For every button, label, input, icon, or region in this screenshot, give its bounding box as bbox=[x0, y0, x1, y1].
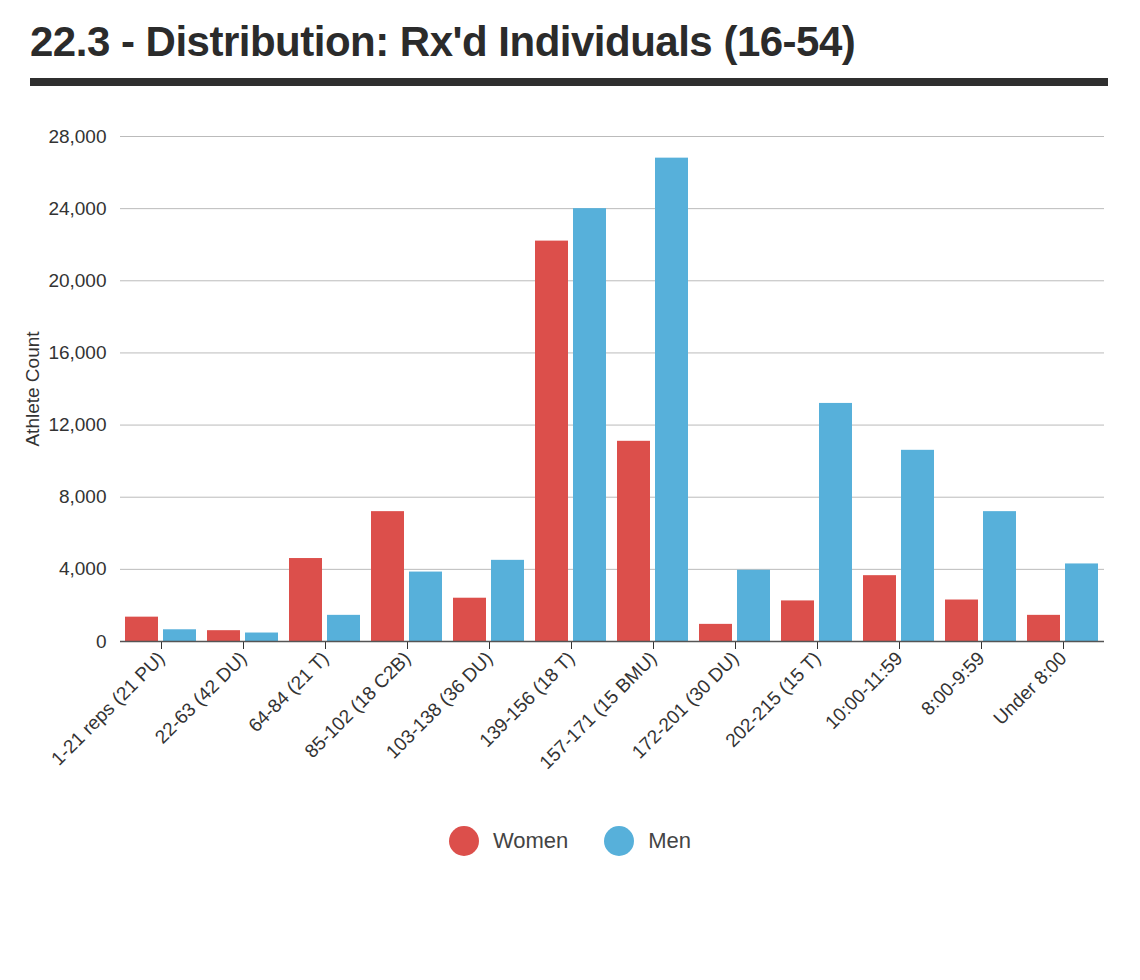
svg-text:20,000: 20,000 bbox=[48, 270, 106, 291]
svg-text:22-63 (42 DU): 22-63 (42 DU) bbox=[151, 648, 251, 748]
svg-text:139-156 (18 T): 139-156 (18 T) bbox=[475, 647, 579, 752]
html-text:Men: Men bbox=[648, 828, 692, 853]
svg-text:Under 8:00: Under 8:00 bbox=[989, 648, 1070, 729]
svg-text:16,000: 16,000 bbox=[48, 342, 106, 363]
svg-text:24,000: 24,000 bbox=[48, 198, 106, 219]
svg-text:172-201 (30 DU): 172-201 (30 DU) bbox=[628, 648, 743, 763]
svg-text:4,000: 4,000 bbox=[59, 558, 107, 579]
svg-text:8,000: 8,000 bbox=[59, 486, 107, 507]
svg-text:28,000: 28,000 bbox=[48, 126, 106, 147]
svg-text:64-84 (21 T): 64-84 (21 T) bbox=[244, 648, 333, 737]
svg-text:0: 0 bbox=[96, 631, 107, 652]
svg-text:85-102 (18 C2B): 85-102 (18 C2B) bbox=[300, 647, 415, 762]
html-text:Women: Women bbox=[492, 828, 569, 853]
svg-text:103-138 (36 DU): 103-138 (36 DU) bbox=[382, 648, 497, 763]
svg-text:1-21 reps (21 PU): 1-21 reps (21 PU) bbox=[47, 648, 169, 770]
svg-text:12,000: 12,000 bbox=[48, 414, 106, 435]
svg-text:10:00-11:59: 10:00-11:59 bbox=[821, 648, 907, 734]
svg-text:8:00-9:59: 8:00-9:59 bbox=[917, 648, 989, 720]
svg-text:157-171 (15 BMU): 157-171 (15 BMU) bbox=[535, 647, 661, 773]
svg-text:Athlete Count: Athlete Count bbox=[22, 331, 43, 447]
svg-text:202-215 (15 T): 202-215 (15 T) bbox=[721, 648, 824, 751]
html-text:22.3 - Distribution: Rx'd Indi: 22.3 - Distribution: Rx'd Individuals (1… bbox=[30, 18, 856, 65]
